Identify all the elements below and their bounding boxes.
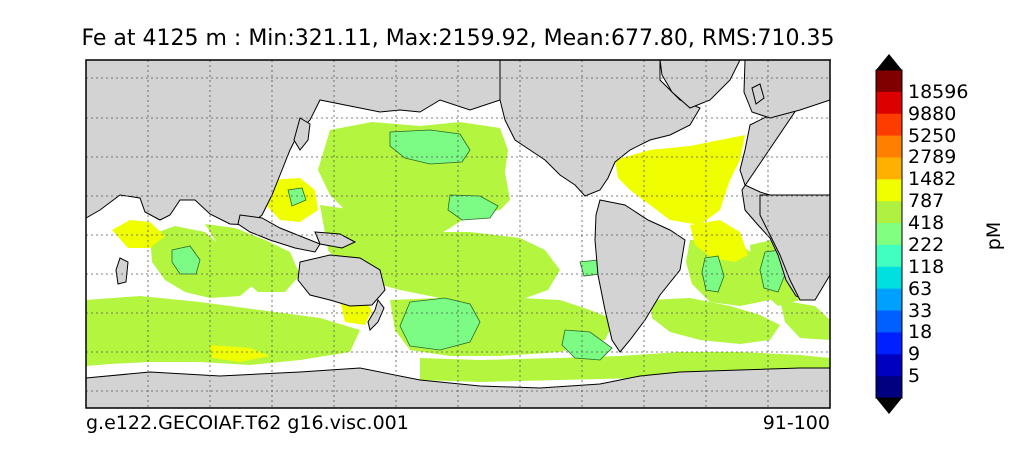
atlantic-south-field-2 [650, 298, 780, 344]
colorbar-under-triangle [876, 398, 902, 414]
colorbar [875, 54, 903, 414]
colorbar-swatch [876, 91, 902, 115]
colorbar-border [875, 69, 903, 399]
colorbar-swatch [876, 266, 902, 290]
colorbar-tick-label: 18596 [908, 80, 969, 103]
graticule [86, 60, 830, 408]
uk-land [751, 83, 765, 105]
colorbar-tick-label: 63 [908, 277, 933, 300]
indian-south-yellow [210, 345, 270, 362]
australia-land [297, 254, 386, 307]
colorbar-swatch [876, 179, 902, 202]
colorbar-tick-label: 118 [908, 255, 945, 278]
colorbar-swatch [876, 310, 902, 333]
year-range: 91-100 [762, 412, 830, 434]
colorbar-swatch [876, 288, 902, 312]
colorbar-tick-label: 5 [908, 365, 921, 388]
colorbar-tick-label: 418 [908, 212, 945, 235]
colorbar-swatch [876, 70, 902, 93]
japan-land [293, 117, 311, 151]
north-pacific-green [389, 129, 471, 165]
south-pacific-green-2 [561, 329, 613, 361]
south-pacific-green [399, 297, 481, 351]
atlantic-equatorial-yellow [690, 220, 748, 262]
southern-atlantic-band [780, 300, 830, 340]
new-guinea-land [314, 231, 357, 249]
colorbar-swatch [876, 376, 902, 399]
colorbar-tick-label: 18 [908, 321, 933, 344]
indian-ocean-field [150, 226, 252, 298]
southern-ocean-band-indian [86, 296, 360, 366]
central-pacific-green [447, 194, 499, 221]
greenland-land [659, 59, 741, 109]
indian-ocean-field-2 [205, 224, 300, 292]
map-frame [85, 59, 831, 409]
land-masses [85, 58, 831, 409]
colorbar-swatch [876, 157, 902, 180]
colorbar-swatch [876, 354, 902, 377]
colorbar-tick-label: 33 [908, 299, 933, 322]
colorbar-swatch [876, 244, 902, 268]
colorbar-swatch [876, 332, 902, 355]
colorbar-tick-label: 787 [908, 190, 945, 213]
experiment-name: g.e122.GECOIAF.T62 g16.visc.001 [86, 412, 409, 434]
colorbar-swatch [876, 113, 902, 137]
south-america-land [594, 199, 686, 353]
indian-yellow-west [112, 220, 165, 248]
indonesia-land [237, 214, 321, 253]
plot-title: Fe at 4125 m : Min:321.11, Max:2159.92, … [81, 26, 835, 51]
colorbar-tick-label: 9880 [908, 102, 957, 125]
colorbar-tick-label: 2789 [908, 146, 957, 169]
colorbar-tick-label: 9 [908, 343, 921, 366]
colorbar-tick-label: 222 [908, 233, 945, 256]
colorbar-swatch [876, 201, 902, 224]
atlantic-north-yellow [615, 135, 745, 225]
colorbar-units: pM [983, 221, 1006, 251]
colorbar-over-triangle [876, 54, 902, 70]
colorbar-tick-label: 1482 [908, 168, 957, 191]
madagascar-land [115, 257, 129, 285]
colorbar-tick-label: 5250 [908, 124, 957, 147]
colorbar-swatch [876, 135, 902, 158]
colorbar-swatch [876, 223, 902, 246]
new-zealand-land [367, 298, 385, 331]
western-pacific-green [287, 187, 307, 207]
